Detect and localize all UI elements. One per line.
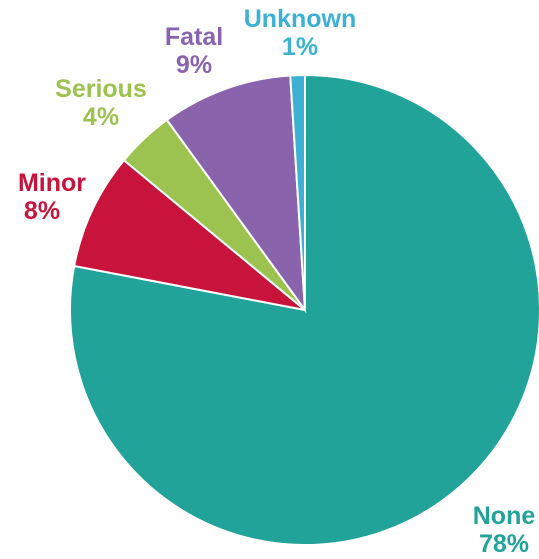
label-serious-name: Serious <box>55 75 147 103</box>
label-serious-value: 4% <box>83 103 119 131</box>
label-fatal-name: Fatal <box>165 23 223 51</box>
pie-slices <box>69 73 539 546</box>
pie-slice-fatal <box>165 74 307 314</box>
label-unknown-value: 1% <box>282 33 318 61</box>
label-none-value: 78% <box>479 530 529 558</box>
label-fatal-value: 9% <box>176 51 212 79</box>
pie-slice-minor <box>72 158 306 311</box>
pie-slice-unknown <box>289 73 306 311</box>
label-minor-value: 8% <box>24 197 60 225</box>
label-none-name: None <box>473 502 536 530</box>
label-minor-name: Minor <box>18 169 86 197</box>
label-unknown-name: Unknown <box>244 5 357 33</box>
